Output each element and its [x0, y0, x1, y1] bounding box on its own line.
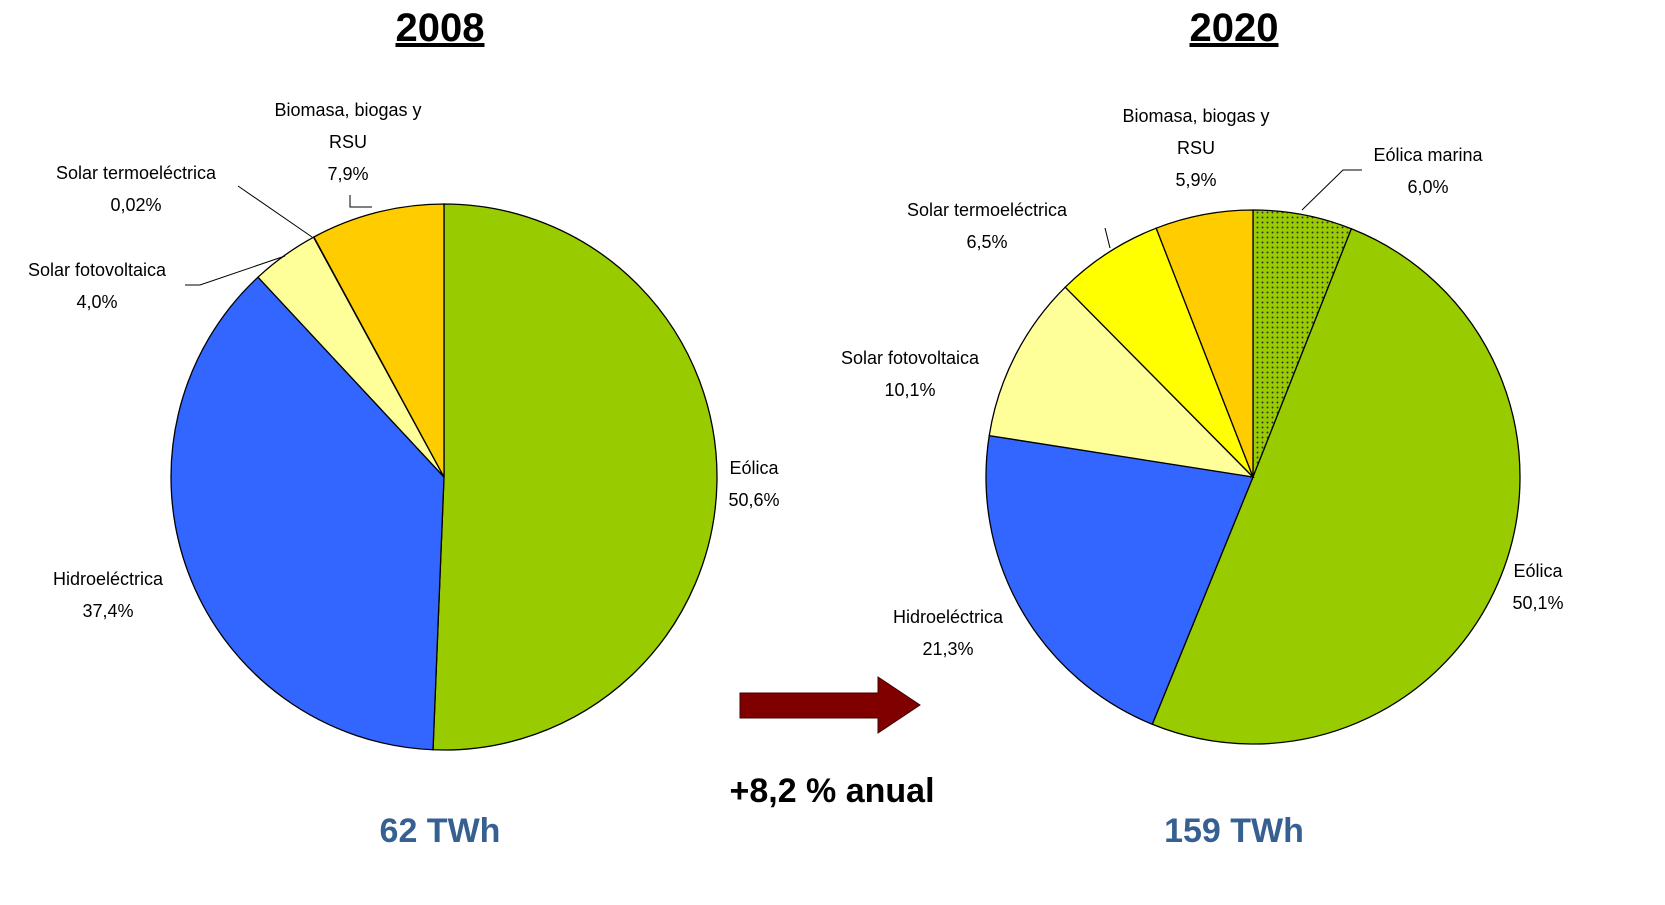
pie-slice [170, 276, 445, 751]
leader-line [1301, 169, 1362, 211]
slice-label: Biomasa, biogas y RSU 7,9% [263, 94, 433, 190]
pie-slice [1064, 227, 1254, 478]
pie-slice [988, 286, 1255, 478]
slice-label: Eólica 50,1% [1512, 555, 1563, 619]
slice-label: Solar termoeléctrica 6,5% [907, 194, 1067, 258]
leader-line [185, 255, 286, 286]
slice-label: Hidroeléctrica 21,3% [893, 601, 1003, 665]
category-label: Solar fotovoltaica [27, 260, 167, 280]
value-label: 5,9% [1175, 170, 1217, 190]
value-label: 6,0% [1407, 177, 1449, 197]
pie-slice [1151, 227, 1521, 745]
leader-line [1104, 227, 1111, 249]
category-label: Hidroeléctrica [52, 569, 164, 589]
slice-label: Eólica marina 6,0% [1373, 139, 1482, 203]
category-label: Hidroeléctrica [892, 607, 1004, 627]
leader-line [349, 195, 372, 208]
pie-slice [313, 203, 445, 478]
value-label: 37,4% [82, 601, 134, 621]
category-label: Eólica marina [1373, 145, 1483, 165]
slice-label: Solar fotovoltaica 10,1% [841, 342, 979, 406]
chart-title: 2020 [1189, 6, 1279, 50]
category-label: Eólica [729, 458, 779, 478]
total-label: 159 TWh [1164, 812, 1304, 850]
total-label: 62 TWh [379, 812, 501, 850]
slice-label: Solar termoeléctrica 0,02% [56, 157, 216, 221]
slice-label: Hidroeléctrica 37,4% [53, 563, 163, 627]
arrow [739, 676, 921, 734]
value-label: 50,1% [1512, 593, 1564, 613]
annotation: +8,2 % anual [729, 772, 935, 810]
value-label: 10,1% [884, 380, 936, 400]
category-label: Eólica [1513, 561, 1563, 581]
category-label: Biomasa, biogas y RSU [274, 100, 422, 152]
slice-label: Solar fotovoltaica 4,0% [28, 254, 166, 318]
value-label: 7,9% [327, 164, 369, 184]
category-label: Solar fotovoltaica [840, 348, 980, 368]
value-label: 21,3% [922, 639, 974, 659]
pie-slice [1155, 209, 1254, 478]
category-label: Solar termoeléctrica [906, 200, 1068, 220]
value-label: 0,02% [110, 195, 162, 215]
category-label: Biomasa, biogas y RSU [1122, 106, 1270, 158]
value-label: 6,5% [966, 232, 1008, 252]
pie-slice [432, 203, 718, 751]
value-label: 4,0% [76, 292, 118, 312]
pie-slice [985, 434, 1254, 726]
chart-title: 2008 [395, 6, 485, 50]
value-label: 50,6% [728, 490, 780, 510]
category-label: Solar termoeléctrica [55, 163, 217, 183]
leader-line [237, 185, 313, 238]
slice-label: Biomasa, biogas y RSU 5,9% [1111, 100, 1281, 196]
slice-label: Eólica 50,6% [728, 452, 779, 516]
